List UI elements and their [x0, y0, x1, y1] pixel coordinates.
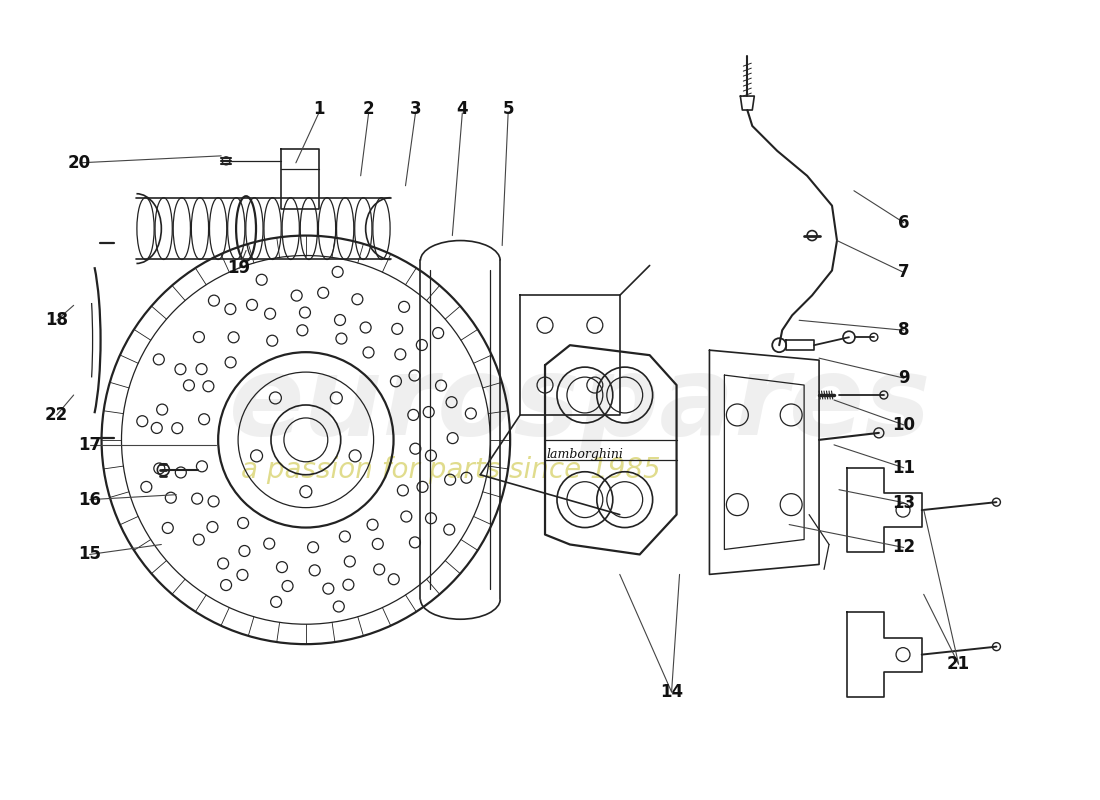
Text: 14: 14	[660, 683, 683, 701]
Text: 16: 16	[78, 490, 101, 509]
Text: 17: 17	[78, 436, 101, 454]
Text: a passion for parts since 1985: a passion for parts since 1985	[241, 456, 660, 484]
Text: 5: 5	[503, 100, 514, 118]
Text: 19: 19	[228, 259, 251, 278]
Text: 6: 6	[898, 214, 910, 232]
Text: 13: 13	[892, 494, 915, 512]
Text: 8: 8	[898, 322, 910, 339]
Text: 7: 7	[898, 263, 910, 282]
Text: 10: 10	[892, 416, 915, 434]
Text: 3: 3	[409, 100, 421, 118]
Text: lamborghini: lamborghini	[547, 448, 624, 462]
Text: 21: 21	[947, 655, 970, 673]
Text: 11: 11	[892, 458, 915, 477]
Text: 12: 12	[892, 538, 915, 557]
Text: 1: 1	[314, 100, 324, 118]
Text: 4: 4	[456, 100, 469, 118]
Text: 22: 22	[45, 406, 68, 424]
Text: eurospares: eurospares	[229, 351, 931, 458]
Text: 9: 9	[898, 369, 910, 387]
Text: 18: 18	[45, 311, 68, 330]
Text: 20: 20	[68, 154, 91, 172]
Text: 2: 2	[363, 100, 374, 118]
Text: 15: 15	[78, 546, 101, 563]
